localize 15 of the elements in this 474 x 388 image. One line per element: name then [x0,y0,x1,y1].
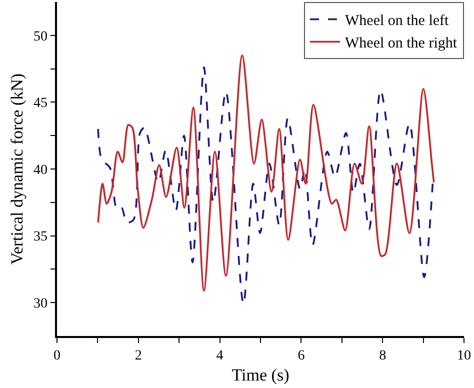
legend-label: Wheel on the left [345,13,450,30]
y-tick-label: 40 [33,162,48,178]
x-tick-label: 10 [457,348,471,364]
x-tick-label: 2 [134,348,142,364]
y-tick-label: 35 [33,230,48,245]
x-tick-label: 6 [298,348,305,364]
x-tick-label: 4 [216,348,224,364]
y-axis-title: Vertical dynamic force (kN) [8,73,26,265]
legend-label: Wheel on the right [345,36,458,52]
x-tick-label: 0 [54,348,60,364]
y-tick-label: 50 [33,29,48,44]
x-tick-label: 8 [379,348,386,364]
y-tick-label: 45 [33,96,48,112]
x-axis-title: Time (s) [232,365,290,384]
y-tick-label: 30 [33,296,48,312]
